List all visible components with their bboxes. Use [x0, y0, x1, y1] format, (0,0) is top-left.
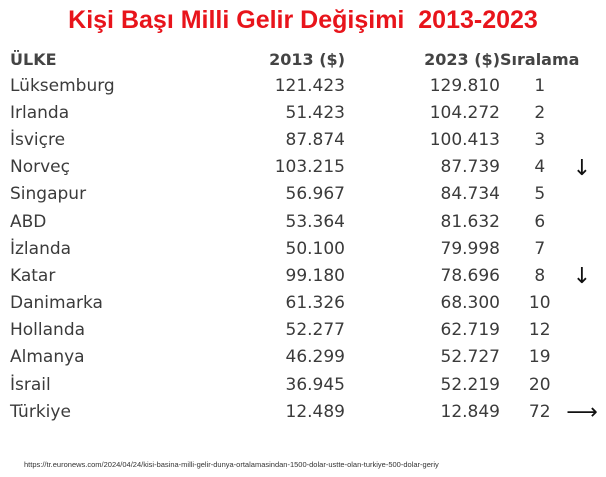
cell-2013: 52.277 — [285, 320, 345, 341]
cell-2013: 36.945 — [285, 374, 345, 395]
table-header-row: ÜLKE 2013 ($) 2023 ($) Sıralama — [10, 46, 579, 72]
cell-rank: 20 — [528, 374, 551, 395]
cell-2023: 129.810 — [429, 75, 500, 96]
cell-rank: 72 — [528, 401, 551, 422]
cell-2013: 121.423 — [274, 75, 345, 96]
header-rank: Sıralama — [500, 49, 580, 69]
cell-2023: 62.719 — [440, 320, 500, 341]
cell-2023: 52.727 — [440, 347, 500, 368]
cell-2013: 56.967 — [285, 184, 345, 205]
cell-country: İzlanda — [10, 238, 72, 259]
header-2013: 2013 ($) — [269, 49, 345, 69]
cell-2013: 46.299 — [285, 347, 345, 368]
table-row: İsrail 36.945 52.219 20 — [10, 371, 579, 398]
cell-2023: 79.998 — [440, 238, 500, 259]
table-row: Lüksemburg 121.423 129.810 1 — [10, 72, 579, 99]
cell-rank: 12 — [528, 320, 551, 341]
cell-country: İsviçre — [10, 129, 66, 150]
cell-rank: 6 — [534, 211, 546, 232]
cell-2013: 50.100 — [285, 238, 345, 259]
cell-2023: 78.696 — [440, 265, 500, 286]
cell-2023: 84.734 — [440, 184, 500, 205]
cell-2013: 61.326 — [285, 293, 345, 314]
cell-country: İsrail — [10, 374, 51, 395]
cell-country: Katar — [10, 265, 56, 286]
cell-country: Norveç — [10, 157, 70, 178]
cell-2013: 103.215 — [274, 157, 345, 178]
table-row: Norveç 103.215 87.739 4 — [10, 154, 579, 181]
cell-2023: 68.300 — [440, 293, 500, 314]
table-row: İsviçre 87.874 100.413 3 — [10, 126, 579, 153]
cell-2013: 53.364 — [285, 211, 345, 232]
cell-country: Singapur — [10, 184, 87, 205]
cell-country: Irlanda — [10, 102, 70, 123]
cell-2013: 51.423 — [285, 102, 345, 123]
table-row: Danimarka 61.326 68.300 10 — [10, 290, 579, 317]
cell-2023: 81.632 — [440, 211, 500, 232]
cell-2023: 12.849 — [440, 401, 500, 422]
header-country: ÜLKE — [10, 49, 57, 69]
cell-rank: 19 — [528, 347, 551, 368]
header-2023: 2023 ($) — [424, 49, 500, 69]
cell-2023: 52.219 — [440, 374, 500, 395]
cell-2023: 100.413 — [429, 129, 500, 150]
cell-country: Danimarka — [10, 293, 103, 314]
cell-country: ABD — [10, 211, 47, 232]
arrow-down-icon: ↓ — [572, 264, 592, 290]
table-row: Almanya 46.299 52.727 19 — [10, 344, 579, 371]
cell-2023: 104.272 — [429, 102, 500, 123]
cell-rank: 3 — [534, 129, 546, 150]
cell-rank: 5 — [534, 184, 546, 205]
income-table: ÜLKE 2013 ($) 2023 ($) Sıralama Lüksembu… — [10, 46, 579, 425]
table-row: ABD 53.364 81.632 6 — [10, 208, 579, 235]
table-row: Hollanda 52.277 62.719 12 — [10, 317, 579, 344]
cell-2013: 99.180 — [285, 265, 345, 286]
cell-rank: 10 — [528, 293, 551, 314]
arrow-down-icon: ↓ — [572, 155, 592, 181]
arrow-right-icon: ⟶ — [566, 400, 598, 426]
cell-country: Almanya — [10, 347, 85, 368]
table-row: İzlanda 50.100 79.998 7 — [10, 235, 579, 262]
cell-rank: 4 — [534, 157, 546, 178]
cell-rank: 2 — [534, 102, 546, 123]
cell-2023: 87.739 — [440, 157, 500, 178]
page-title: Kişi Başı Milli Gelir Değişimi 2013-2023 — [68, 6, 538, 34]
table-row: Türkiye 12.489 12.849 72 — [10, 398, 579, 425]
cell-rank: 7 — [534, 238, 546, 259]
source-url: https://tr.euronews.com/2024/04/24/kisi-… — [24, 460, 439, 469]
table-row: Singapur 56.967 84.734 5 — [10, 181, 579, 208]
table-row: Irlanda 51.423 104.272 2 — [10, 99, 579, 126]
table-row: Katar 99.180 78.696 8 — [10, 262, 579, 289]
cell-rank: 1 — [534, 75, 546, 96]
cell-2013: 87.874 — [285, 129, 345, 150]
cell-rank: 8 — [534, 265, 546, 286]
cell-country: Türkiye — [10, 401, 71, 422]
cell-country: Hollanda — [10, 320, 86, 341]
cell-country: Lüksemburg — [10, 75, 115, 96]
cell-2013: 12.489 — [285, 401, 345, 422]
